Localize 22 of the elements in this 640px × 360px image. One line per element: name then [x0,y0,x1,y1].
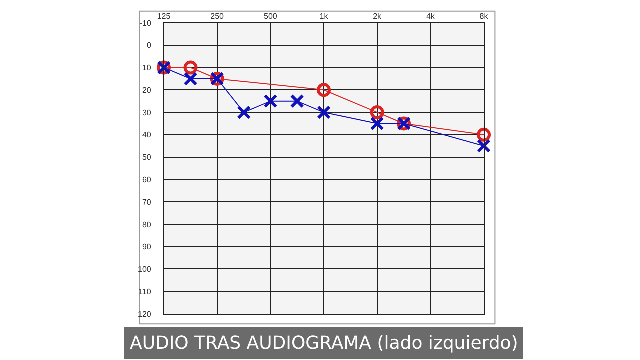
y-tick-label: 110 [138,287,152,296]
y-tick-label: -10 [140,18,152,28]
y-tick-label: 20 [142,86,152,95]
x-tick-label: 1k [320,12,330,21]
x-tick-label: 125 [157,12,172,21]
x-tick-label: 4k [426,12,436,21]
y-tick-label: 70 [142,198,152,207]
y-tick-label: 0 [146,41,152,50]
y-tick-label: 40 [142,130,152,140]
x-tick-label: 250 [210,12,225,21]
y-tick-label: 100 [138,265,152,274]
y-tick-label: 10 [142,64,152,73]
x-tick-label: 8k [480,12,490,21]
y-tick-label: 80 [142,220,152,230]
x-tick-label: 2k [373,12,383,21]
y-tick-label: 60 [142,175,152,184]
y-tick-label: 50 [142,153,152,162]
y-tick-label: 30 [142,108,152,118]
text: AUDIO TRAS AUDIOGRAMA (lado izquierdo) [130,333,518,354]
x-tick-label: 500 [264,12,278,21]
y-tick-label: 120 [138,310,152,319]
y-tick-label: 90 [142,242,152,252]
